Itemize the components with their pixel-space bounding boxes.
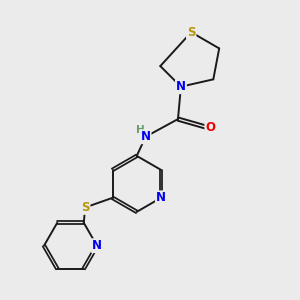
Text: O: O [206,122,215,134]
Text: N: N [92,239,102,252]
Text: N: N [141,130,151,143]
Text: S: S [187,26,196,39]
Text: S: S [81,201,89,214]
Text: N: N [156,191,166,204]
Text: N: N [176,80,186,93]
Text: H: H [136,125,145,135]
